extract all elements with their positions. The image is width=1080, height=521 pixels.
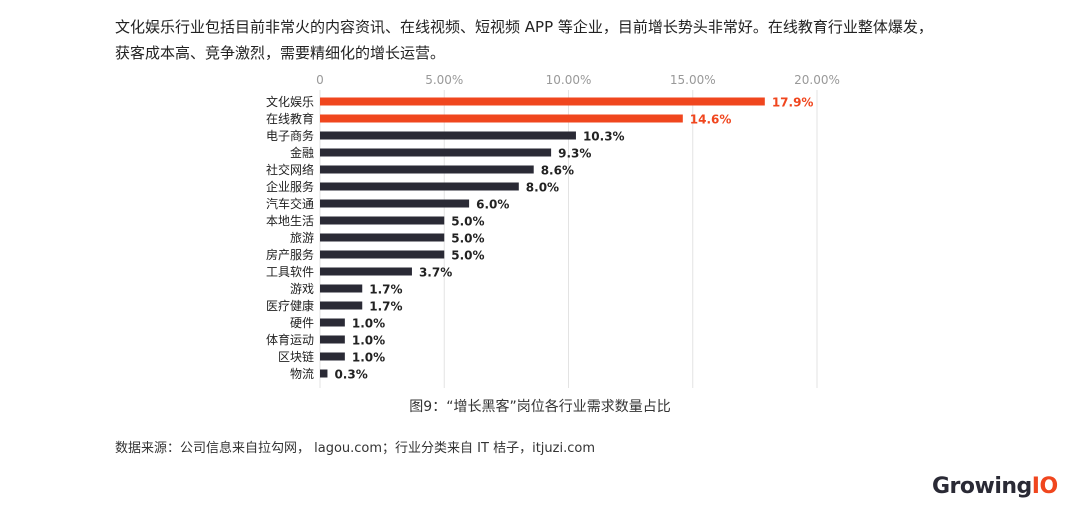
value-label: 0.3% <box>334 368 367 382</box>
value-label: 5.0% <box>451 215 484 229</box>
value-label: 17.9% <box>772 96 814 110</box>
bar <box>320 165 534 174</box>
x-tick-label: 15.00% <box>670 73 716 87</box>
x-tick-label: 5.00% <box>425 73 463 87</box>
category-label: 游戏 <box>290 282 314 296</box>
value-label: 14.6% <box>690 113 732 127</box>
category-label: 物流 <box>290 367 314 381</box>
category-label: 硬件 <box>290 316 314 330</box>
growingio-logo: GrowingIO <box>932 474 1058 499</box>
category-label: 体育运动 <box>266 332 314 347</box>
bar <box>320 131 576 140</box>
value-label: 8.6% <box>541 164 574 178</box>
bars <box>320 97 765 378</box>
value-label: 1.7% <box>369 283 402 297</box>
value-label: 10.3% <box>583 130 625 144</box>
value-label: 8.0% <box>526 181 559 195</box>
intro-line-1: 文化娱乐行业包括目前非常火的内容资讯、在线视频、短视频 APP 等企业，目前增长… <box>115 18 933 36</box>
logo-main: Growing <box>932 474 1032 499</box>
bar <box>320 114 683 123</box>
bar <box>320 318 345 327</box>
category-label: 企业服务 <box>266 179 314 194</box>
category-label: 本地生活 <box>266 214 314 228</box>
category-label: 电子商务 <box>266 128 314 143</box>
bar <box>320 233 445 242</box>
bar <box>320 301 363 310</box>
bar <box>320 182 519 191</box>
category-label: 房产服务 <box>266 247 314 262</box>
category-label: 在线教育 <box>266 111 314 126</box>
bar <box>320 284 363 293</box>
x-axis-ticks: 0 5.00% 10.00% 15.00% 20.00% <box>316 73 840 87</box>
intro-line-2: 获客成本高、竞争激烈，需要精细化的增长运营。 <box>115 44 446 62</box>
value-label: 6.0% <box>476 198 509 212</box>
value-labels: 17.9% 14.6% 10.3% 9.3% 8.6% 8.0% 6.0% 5.0% 5.0% 5… <box>334 96 813 382</box>
bar <box>320 216 445 225</box>
bar <box>320 335 345 344</box>
intro-text: 文化娱乐行业包括目前非常火的内容资讯、在线视频、短视频 APP 等企业，目前增长… <box>115 14 1015 66</box>
bar <box>320 148 552 157</box>
logo-accent: IO <box>1031 474 1058 499</box>
category-label: 汽车交通 <box>266 196 314 211</box>
value-label: 5.0% <box>451 249 484 263</box>
value-label: 1.0% <box>352 334 385 348</box>
category-label: 金融 <box>290 145 314 160</box>
bar <box>320 250 445 259</box>
category-label: 区块链 <box>278 349 314 364</box>
x-tick-label: 20.00% <box>794 73 840 87</box>
bar <box>320 352 345 361</box>
category-labels: 文化娱乐在线教育电子商务金融社交网络企业服务汽车交通本地生活旅游房产服务工具软件… <box>266 94 314 381</box>
value-label: 5.0% <box>451 232 484 246</box>
x-tick-label: 10.00% <box>546 73 592 87</box>
x-tick-label: 0 <box>316 73 324 87</box>
chart-caption: 图9：“增长黑客”岗位各行业需求数量占比 <box>409 399 671 415</box>
value-label: 3.7% <box>419 266 452 280</box>
bar <box>320 97 765 106</box>
value-label: 1.0% <box>352 317 385 331</box>
bar <box>320 369 328 378</box>
value-label: 9.3% <box>558 147 591 161</box>
category-label: 社交网络 <box>266 162 314 177</box>
bar <box>320 199 470 208</box>
category-label: 旅游 <box>290 231 314 245</box>
value-label: 1.0% <box>352 351 385 365</box>
data-source: 数据来源：公司信息来自拉勾网， lagou.com；行业分类来自 IT 桔子，i… <box>115 441 595 456</box>
value-label: 1.7% <box>369 300 402 314</box>
category-label: 文化娱乐 <box>266 94 314 109</box>
category-label: 医疗健康 <box>266 298 314 313</box>
bar <box>320 267 412 276</box>
category-label: 工具软件 <box>266 265 314 279</box>
